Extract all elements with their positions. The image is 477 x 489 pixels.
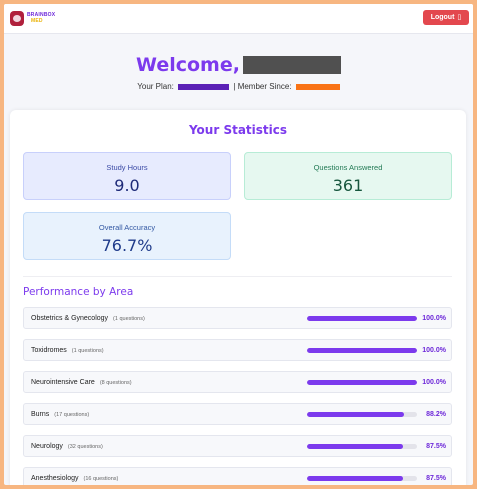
progress-fill [307,412,405,417]
top-bar: BRAINBOX MED Logout ▯ [4,4,473,34]
area-label: Neurointensive Care [31,379,95,386]
study-hours-stat: Study Hours 9.0 [23,152,231,200]
area-percent: 88.2% [426,411,446,418]
area-name: Burns (17 questions) [31,411,89,418]
question-count: (32 questions) [67,444,103,450]
overall-accuracy-label: Overall Accuracy [98,223,156,232]
question-count: (1 questions) [71,348,104,354]
logo[interactable]: BRAINBOX MED [10,10,55,28]
logo-line2: MED [31,18,43,24]
statistics-title: Your Statistics [188,123,288,137]
logout-button[interactable]: Logout ▯ [423,10,469,25]
study-hours-value: 9.0 [114,176,140,195]
progress-track [307,444,417,449]
area-label: Neurology [31,443,63,450]
study-hours-label: Study Hours [106,163,148,172]
progress-track [307,316,417,321]
door-icon: ▯ [457,14,462,21]
member-since-label: Member Since: [237,82,292,91]
app-window: BRAINBOX MED Logout ▯ Welcome, Your Plan:… [4,4,473,485]
progress-fill [307,380,417,385]
overall-accuracy-stat: Overall Accuracy 76.7% [23,212,231,260]
progress-track [307,380,417,385]
area-name: Toxidromes (1 questions) [31,347,104,354]
questions-answered-label: Questions Answered [313,163,383,172]
plan-label: Your Plan: [137,82,174,91]
brain-logo-icon [10,11,24,26]
plan-separator: | [233,82,236,91]
area-percent: 100.0% [422,347,446,354]
plan-info: Your Plan: | Member Since: [4,82,473,91]
logo-text: BRAINBOX MED [27,12,55,24]
logo-line1: BRAINBOX [27,12,56,18]
logout-label: Logout [430,14,455,21]
area-label: Burns [31,411,50,418]
performance-row: Neurointensive Care (8 questions) 100.0% [23,371,452,393]
area-percent: 100.0% [422,379,446,386]
area-percent: 87.5% [426,443,446,450]
area-name: Obstetrics & Gynecology (1 questions) [31,315,145,322]
progress-fill [307,348,417,353]
performance-row: Toxidromes (1 questions) 100.0% [23,339,452,361]
overall-accuracy-value: 76.7% [101,236,153,255]
progress-fill [307,316,417,321]
area-label: Toxidromes [31,347,67,354]
question-count: (1 questions) [113,316,145,322]
questions-answered-stat: Questions Answered 361 [244,152,452,200]
performance-row: Anesthesiology (16 questions) 87.5% [23,467,452,485]
progress-fill [307,444,404,449]
redacted-member-date [295,83,340,90]
question-count: (16 questions) [83,476,119,482]
questions-answered-value: 361 [332,176,364,195]
area-percent: 87.5% [426,475,446,482]
area-name: Neurology (32 questions) [31,443,103,450]
performance-row: Burns (17 questions) 88.2% [23,403,452,425]
progress-fill [307,476,404,481]
redacted-plan [178,83,230,90]
performance-row: Obstetrics & Gynecology (1 questions) 100… [23,307,452,329]
progress-track [307,348,417,353]
question-count: (17 questions) [54,412,90,418]
progress-track [307,412,417,417]
area-label: Anesthesiology [31,475,79,482]
area-percent: 100.0% [422,315,446,322]
section-divider [23,276,452,277]
area-name: Anesthesiology (16 questions) [31,475,118,482]
progress-track [307,476,417,481]
statistics-card: Your Statistics Study Hours 9.0 Question… [10,110,466,485]
area-label: Obstetrics & Gynecology [31,315,109,322]
welcome-heading: Welcome, [4,54,473,80]
area-name: Neurointensive Care (8 questions) [31,379,132,386]
redacted-username [242,56,341,74]
performance-title: Performance by Area [23,286,134,298]
question-count: (8 questions) [99,380,132,386]
welcome-greeting: Welcome, [136,54,240,76]
performance-row: Neurology (32 questions) 87.5% [23,435,452,457]
